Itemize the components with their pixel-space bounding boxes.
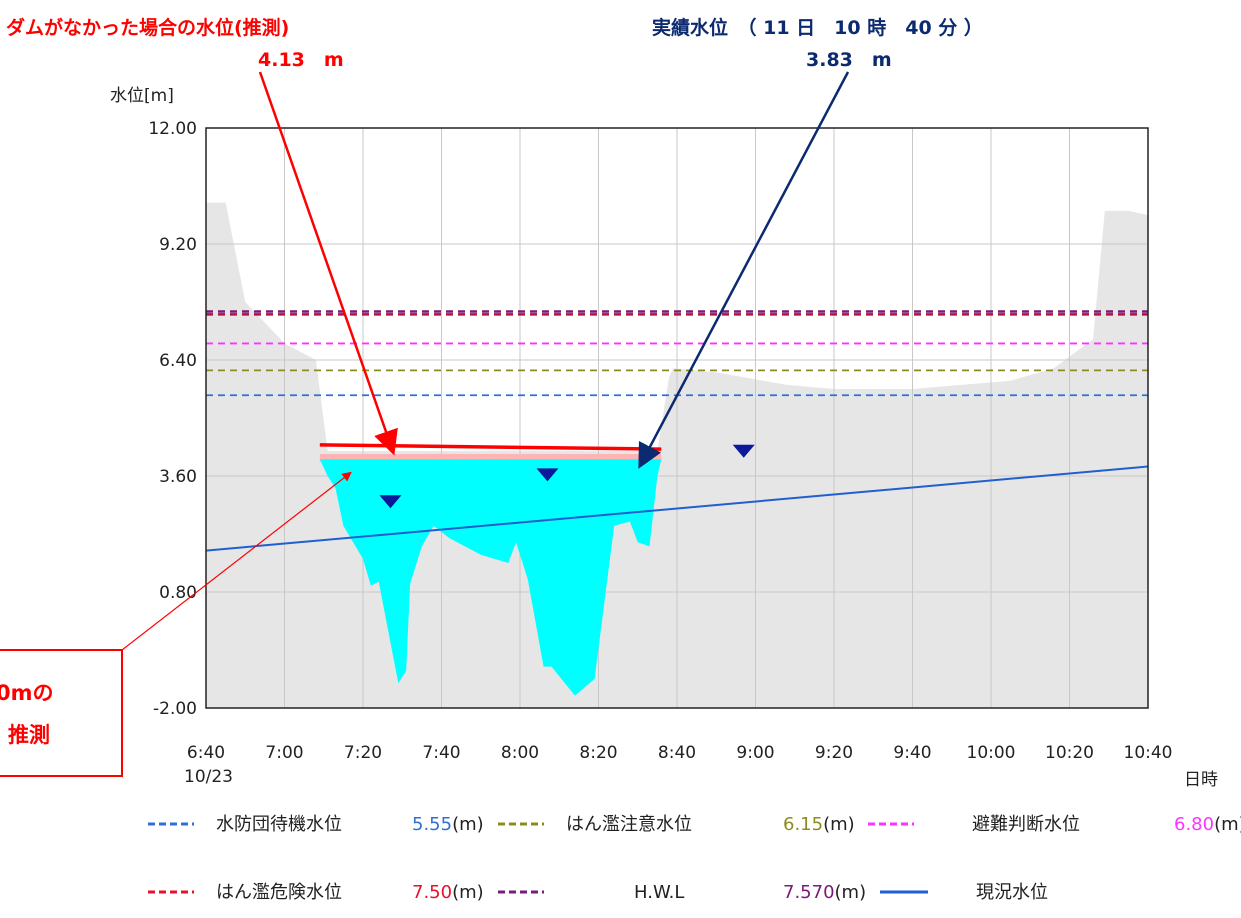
grid-layer [206, 128, 1148, 708]
y-tick-label: 6.40 [159, 351, 197, 371]
x-tick-label: 9:20 [815, 743, 853, 763]
legend-value: 6.15(m) [783, 814, 855, 835]
callout-line2: 推測 [8, 723, 50, 747]
callout-line1: 0mの [0, 681, 54, 705]
y-tick-label: 12.00 [148, 119, 197, 139]
marker-layer [379, 444, 755, 509]
actual-value: 3.83 m [806, 49, 892, 71]
legend-value-unit: (m) [1214, 814, 1241, 835]
x-tick-label: 10:00 [967, 743, 1016, 763]
nodam-value: 4.13 m [258, 49, 344, 71]
y-tick-labels: 12.00 9.20 6.40 3.60 0.80 -2.00 [148, 119, 197, 719]
x-tick-label: 7:40 [422, 743, 460, 763]
actual-title: 実績水位 （ 11 日 10 時 40 分 ） [652, 16, 983, 39]
x-tick-label: 8:00 [501, 743, 539, 763]
x-tick-label: 10:20 [1045, 743, 1094, 763]
water-level-marker [379, 495, 402, 509]
water-level-marker [732, 444, 755, 458]
legend-label: 水防団待機水位 [216, 814, 342, 835]
legend-value-number: 6.15 [783, 814, 823, 835]
legend-value: 7.570(m) [783, 882, 866, 903]
x-tick-label: 9:00 [736, 743, 774, 763]
legend: 水防団待機水位 5.55(m) はん濫注意水位 6.15(m) 避難判断水位 6.80(m… [148, 814, 1241, 903]
x-tick-label: 7:20 [344, 743, 382, 763]
legend-value-unit: (m) [452, 814, 484, 835]
legend-value-unit: (m) [452, 882, 484, 903]
nodam-title: ダムがなかった場合の水位(推測) [6, 16, 289, 39]
legend-value: 7.50(m) [412, 882, 484, 903]
x-tick-labels: 6:40 7:00 7:20 7:40 8:00 8:20 8:40 9:00 9:20 9:40… [187, 743, 1173, 763]
legend-value-number: 7.570 [783, 882, 835, 903]
legend-value-unit: (m) [835, 882, 867, 903]
legend-value-number: 5.55 [412, 814, 452, 835]
actual-arrow [638, 71, 850, 469]
callout-box [0, 649, 123, 777]
plot-border [205, 127, 1149, 709]
x-tick-label: 9:40 [893, 743, 931, 763]
legend-value: 6.80(m) [1174, 814, 1241, 835]
legend-label: はん濫注意水位 [566, 814, 692, 835]
legend-value: 5.55(m) [412, 814, 484, 835]
x-date-label: 10/23 [184, 767, 233, 787]
legend-value-number: 6.80 [1174, 814, 1214, 835]
legend-label: 避難判断水位 [972, 814, 1080, 835]
x-tick-label: 7:00 [265, 743, 303, 763]
water-level-marker [536, 468, 559, 482]
legend-value-unit: (m) [823, 814, 855, 835]
y-tick-label: -2.00 [153, 699, 197, 719]
legend-value-number: 7.50 [412, 882, 452, 903]
estimated-band [319, 454, 662, 462]
y-axis-title: 水位[m] [110, 86, 174, 106]
nodam-arrow [258, 71, 398, 456]
current-level-line [205, 465, 1149, 552]
x-tick-label: 8:20 [579, 743, 617, 763]
x-tick-label: 8:40 [658, 743, 696, 763]
x-tick-label: 10:40 [1124, 743, 1173, 763]
nodam-level-line [319, 443, 662, 451]
legend-label: 現況水位 [976, 882, 1048, 903]
y-tick-label: 0.80 [159, 583, 197, 603]
x-tick-label: 6:40 [187, 743, 225, 763]
y-tick-label: 9.20 [159, 235, 197, 255]
legend-label: はん濫危険水位 [216, 882, 342, 903]
x-axis-title: 日時 [1184, 770, 1218, 790]
box-pointer-line [121, 471, 352, 651]
legend-label: H.W.L [634, 882, 684, 903]
y-tick-label: 3.60 [159, 467, 197, 487]
